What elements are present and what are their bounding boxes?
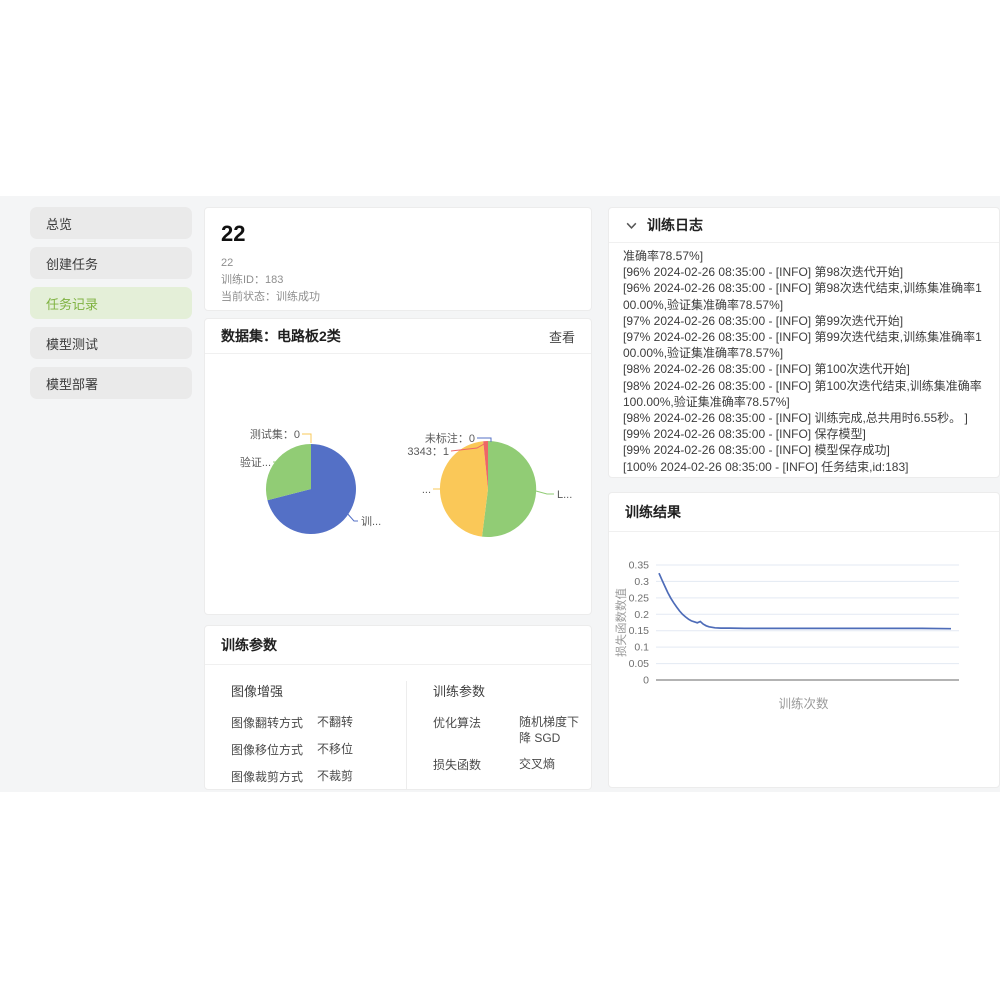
y-tick-label: 0 [643, 675, 649, 687]
log-line: [98% 2024-02-26 08:35:00 - [INFO] 训练完成,总… [623, 411, 968, 426]
log-line: [97% 2024-02-26 08:35:00 - [INFO] 第99次迭代… [623, 330, 982, 361]
app-band: 总览创建任务任务记录模型测试模型部署 22 22 训练ID：183 当前状态：训… [0, 196, 1000, 792]
sidebar-item-4[interactable]: 模型部署 [30, 367, 192, 399]
pie-label: 未标注：0 [425, 431, 475, 445]
params-groups: 图像增强 图像翻转方式 不翻转 图像移位方式 不移位 图像裁剪方式 不裁剪 训练参数 优化算法随… [205, 665, 591, 789]
pie-label: 验证... [240, 455, 271, 469]
pie-label: ... [422, 484, 431, 496]
sidebar: 总览创建任务任务记录模型测试模型部署 [30, 207, 192, 407]
y-tick-label: 0.3 [634, 576, 649, 588]
pie-callout-line [302, 433, 312, 443]
dataset-card: 数据集：电路板2类 查看 训... 验证... 测试集：0 L...... 3343：1… [204, 318, 592, 615]
y-tick-label: 0.35 [629, 560, 650, 572]
loss-line-series [658, 572, 952, 630]
y-tick-label: 0.05 [629, 658, 650, 670]
params-card-header: 训练参数 [205, 626, 591, 665]
chevron-down-icon[interactable] [625, 219, 638, 232]
sidebar-item-1[interactable]: 创建任务 [30, 247, 192, 279]
log-card-header: 训练日志 [609, 208, 999, 243]
sidebar-item-2[interactable]: 任务记录 [30, 287, 192, 319]
param-row: 图像裁剪方式 不裁剪 [231, 768, 406, 785]
params-group-title: 图像增强 [231, 684, 284, 699]
log-body: 准确率78.57%] [96% 2024-02-26 08:35:00 - [IN… [609, 243, 999, 475]
log-card: 训练日志 准确率78.57%] [96% 2024-02-26 08:35:00 … [608, 207, 1000, 478]
pie-slice [265, 444, 311, 501]
task-train-id: 训练ID：183 [221, 274, 284, 286]
param-label: 图像移位方式 [231, 743, 304, 757]
pie-label: 3343：1 [407, 446, 449, 458]
task-info-card: 22 22 训练ID：183 当前状态：训练成功 [204, 207, 592, 311]
log-line: [96% 2024-02-26 08:35:00 - [INFO] 第98次迭代… [623, 281, 982, 312]
dataset-card-header: 数据集：电路板2类 查看 [205, 319, 591, 354]
result-card: 训练结果 0 0.05 0.1 0.15 0.2 0.25 0.3 0.35 损失函数数值训练次… [608, 492, 1000, 788]
param-row: 图像翻转方式 不翻转 [231, 714, 406, 731]
param-label: 优化算法 [433, 716, 482, 730]
pie-label: 训... [361, 515, 381, 528]
pie-callout-line [477, 437, 492, 442]
log-line: [96% 2024-02-26 08:35:00 - [INFO] 第98次迭代… [623, 265, 904, 280]
y-axis-label: 损失函数数值 [614, 588, 628, 657]
pie-slice [482, 440, 537, 537]
param-value: 交叉熵 [519, 757, 556, 771]
y-tick-label: 0.2 [634, 609, 649, 621]
log-line: [100% 2024-02-26 08:35:00 - [INFO] 任务结束,… [623, 459, 909, 474]
log-line: [97% 2024-02-26 08:35:00 - [INFO] 第99次迭代… [623, 313, 904, 328]
param-value: 不裁剪 [317, 769, 354, 783]
params-group-0: 图像增强 图像翻转方式 不翻转 图像移位方式 不移位 图像裁剪方式 不裁剪 [231, 681, 406, 789]
log-line: 准确率78.57%] [623, 249, 704, 263]
params-group-1: 训练参数优化算法 随机梯度下降 SGD 损失函数 交叉熵 [406, 681, 581, 789]
pie-callout-line [450, 443, 485, 452]
pie-slice [439, 441, 488, 537]
log-line: [99% 2024-02-26 08:35:00 - [INFO] 保存模型] [623, 427, 866, 442]
pie-callout-line [273, 461, 294, 470]
param-row: 损失函数 交叉熵 [433, 756, 581, 773]
pie-callout-line [345, 511, 358, 522]
param-label: 损失函数 [433, 758, 482, 772]
pie-callout-line [535, 490, 554, 495]
param-value: 不翻转 [317, 715, 354, 729]
pie-label: 测试集：0 [250, 427, 300, 441]
x-axis-label: 训练次数 [778, 696, 829, 711]
y-tick-label: 0.15 [629, 625, 650, 637]
task-name: 22 [221, 257, 234, 269]
task-title: 22 [221, 221, 246, 246]
params-card: 训练参数 图像增强 图像翻转方式 不翻转 图像移位方式 不移位 图像裁剪方式 不裁剪 训练参数… [204, 625, 592, 790]
result-card-header: 训练结果 [609, 493, 999, 532]
log-line: [99% 2024-02-26 08:35:00 - [INFO] 模型保存成功… [623, 443, 890, 458]
log-title: 训练日志 [647, 217, 703, 233]
sidebar-item-0[interactable]: 总览 [30, 207, 192, 239]
dataset-title: 数据集：电路板2类 [221, 328, 341, 344]
param-value: 随机梯度下降 SGD [519, 715, 580, 745]
pie-slice [483, 440, 488, 489]
dataset-view-link[interactable]: 查看 [548, 329, 575, 345]
params-title: 训练参数 [221, 637, 277, 653]
param-label: 图像翻转方式 [231, 716, 304, 730]
y-tick-label: 0.1 [634, 642, 649, 654]
params-group-title: 训练参数 [433, 684, 486, 699]
pie-label: L... [557, 489, 572, 501]
task-status: 当前状态：训练成功 [221, 291, 320, 303]
sidebar-item-3[interactable]: 模型测试 [30, 327, 192, 359]
param-label: 图像裁剪方式 [231, 770, 304, 784]
log-line: [98% 2024-02-26 08:35:00 - [INFO] 第100次迭… [623, 362, 910, 377]
param-row: 图像移位方式 不移位 [231, 741, 406, 758]
param-row: 优化算法 随机梯度下降 SGD [433, 714, 581, 746]
log-line: [98% 2024-02-26 08:35:00 - [INFO] 第100次迭… [623, 378, 982, 409]
result-title: 训练结果 [625, 504, 681, 520]
pie-slice [267, 444, 356, 534]
y-tick-label: 0.25 [629, 592, 650, 604]
param-value: 不移位 [317, 742, 354, 756]
